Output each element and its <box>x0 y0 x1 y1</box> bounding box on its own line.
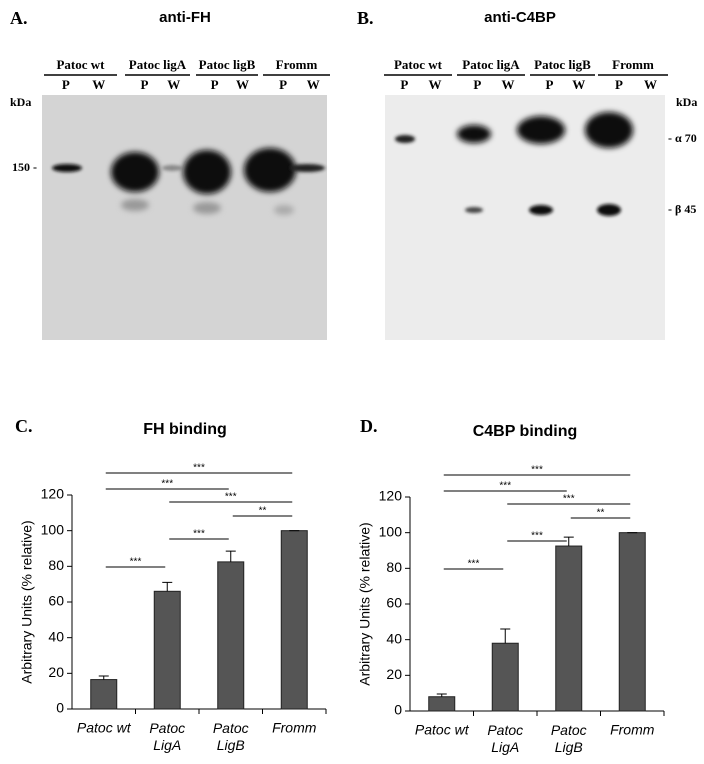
error-bar <box>98 675 109 680</box>
x-tick-label: Patoc wt <box>77 720 132 736</box>
column-label: P <box>62 77 70 92</box>
panel-label: C. <box>15 416 33 436</box>
significance-label: *** <box>563 494 575 505</box>
x-tick-label: Patoc LigB <box>213 720 249 753</box>
column-label: W <box>429 77 442 92</box>
column-label: W <box>92 77 105 92</box>
bar <box>217 561 245 710</box>
lane-label: Patoc ligA <box>129 57 187 72</box>
y-axis-label: Arbitrary Units (% relative) <box>357 522 373 685</box>
lane-label: Patoc ligB <box>534 57 591 72</box>
y-tick-label: 60 <box>48 593 64 609</box>
x-tick-label: Patoc LigB <box>551 722 587 755</box>
significance-label: *** <box>193 529 205 540</box>
bar <box>153 590 181 710</box>
lane-label: Fromm <box>612 57 654 72</box>
blot-bands <box>395 112 633 216</box>
column-label: W <box>307 77 320 92</box>
column-label: P <box>615 77 623 92</box>
bar <box>491 642 519 712</box>
panel-label: A. <box>10 8 28 28</box>
error-bar <box>225 550 236 562</box>
lane-label: Patoc ligA <box>462 57 520 72</box>
blot-image <box>42 95 327 340</box>
lane-label: Fromm <box>276 57 318 72</box>
lane-label: Patoc wt <box>394 57 443 72</box>
y-tick-label: 80 <box>386 559 402 575</box>
y-tick-label: 0 <box>394 702 402 718</box>
significance-label: ** <box>597 508 605 519</box>
marker-label: - β 45 <box>668 202 696 216</box>
column-label: P <box>141 77 149 92</box>
marker-label: 150 - <box>12 160 37 174</box>
error-bar <box>563 536 574 547</box>
column-label: P <box>546 77 554 92</box>
panel-label: D. <box>360 416 378 436</box>
y-tick-label: 40 <box>386 630 402 646</box>
error-bar <box>436 693 447 697</box>
significance-label: *** <box>225 492 237 503</box>
x-tick-label: Fromm <box>272 720 317 736</box>
panel-label: B. <box>357 8 374 28</box>
significance-label: *** <box>161 479 173 490</box>
column-label: W <box>167 77 180 92</box>
y-tick-label: 20 <box>48 664 64 680</box>
significance-label: *** <box>499 481 511 492</box>
y-tick-label: 60 <box>386 595 402 611</box>
y-tick-label: 20 <box>386 666 402 682</box>
marker-label: - α 70 <box>668 131 697 145</box>
bar <box>280 530 308 710</box>
bar <box>618 532 646 712</box>
x-tick-label: Patoc wt <box>415 722 470 738</box>
kda-label: kDa <box>676 95 697 109</box>
y-tick-label: 120 <box>41 486 65 502</box>
chart-title: C4BP binding <box>473 423 578 440</box>
significance-label: ** <box>259 506 267 517</box>
blot-bands <box>52 148 325 215</box>
y-tick-label: 100 <box>379 523 403 539</box>
significance-label: *** <box>468 559 480 570</box>
significance-label: *** <box>130 557 142 568</box>
lane-label: Patoc ligB <box>199 57 256 72</box>
significance-label: *** <box>531 531 543 542</box>
column-label: W <box>502 77 515 92</box>
column-label: P <box>473 77 481 92</box>
chart-title: FH binding <box>143 421 227 438</box>
column-label: W <box>236 77 249 92</box>
y-axis-label: Arbitrary Units (% relative) <box>19 520 35 683</box>
y-tick-label: 120 <box>379 488 403 504</box>
y-tick-label: 100 <box>41 521 65 537</box>
error-bar <box>500 628 511 644</box>
kda-label: kDa <box>10 95 31 109</box>
lane-label: Patoc wt <box>56 57 105 72</box>
significance-label: *** <box>193 463 205 474</box>
bar <box>90 679 118 710</box>
y-tick-label: 40 <box>48 628 64 644</box>
blot-title: anti-C4BP <box>484 9 556 26</box>
x-tick-label: Patoc LigA <box>149 720 185 753</box>
blot-title: anti-FH <box>159 9 211 26</box>
error-bar <box>162 581 173 592</box>
bar <box>555 545 583 712</box>
x-tick-label: Patoc LigA <box>487 722 523 755</box>
column-label: P <box>279 77 287 92</box>
significance-label: *** <box>531 465 543 476</box>
bar <box>428 696 456 712</box>
column-label: P <box>211 77 219 92</box>
column-label: P <box>400 77 408 92</box>
y-tick-label: 80 <box>48 557 64 573</box>
y-tick-label: 0 <box>56 700 64 716</box>
x-tick-label: Fromm <box>610 722 655 738</box>
column-label: W <box>572 77 585 92</box>
column-label: W <box>644 77 657 92</box>
